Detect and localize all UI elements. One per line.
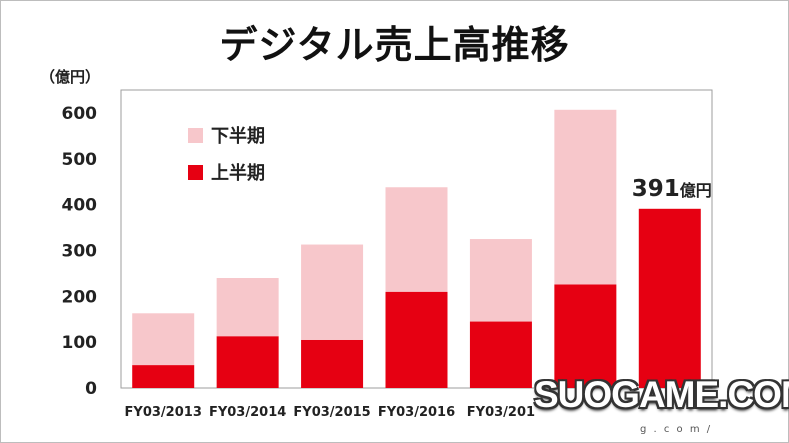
bar-first-half xyxy=(469,321,532,388)
y-tick-label: 300 xyxy=(62,242,98,262)
y-tick-label: 500 xyxy=(62,150,98,170)
x-tick-label: FY03/201 xyxy=(467,405,535,420)
bar-second-half xyxy=(385,187,448,292)
bar-first-half xyxy=(216,336,279,388)
bar-second-half xyxy=(554,109,617,285)
y-tick-label: 100 xyxy=(62,333,98,353)
bar-first-half xyxy=(554,284,617,388)
x-tick-label: FY03/2014 xyxy=(209,405,286,420)
y-axis-unit-label: （億円） xyxy=(40,68,101,86)
y-tick-label: 200 xyxy=(62,287,98,307)
y-tick-label: 600 xyxy=(62,104,98,124)
legend-swatch xyxy=(188,128,203,143)
legend-label: 上半期 xyxy=(211,162,265,184)
legend-label: 下半期 xyxy=(211,125,265,147)
x-tick-label: FY03/2013 xyxy=(125,405,202,420)
data-label-annotation: 391億円 xyxy=(632,176,712,202)
watermark-logo: SUOGAME.COM xyxy=(534,374,789,415)
watermark-subtext: g . c o m / xyxy=(640,424,713,435)
bar-first-half xyxy=(638,208,701,388)
legend-swatch xyxy=(188,165,203,180)
bar-second-half xyxy=(469,239,532,322)
y-tick-label: 400 xyxy=(62,196,98,216)
bar-first-half xyxy=(385,291,448,388)
bar-second-half xyxy=(301,244,364,340)
bar-second-half xyxy=(216,278,279,337)
bar-first-half xyxy=(132,365,195,388)
bar-second-half xyxy=(132,313,195,366)
chart-title: デジタル売上高推移 xyxy=(219,23,570,67)
x-tick-label: FY03/2015 xyxy=(293,405,370,420)
x-tick-label: FY03/2016 xyxy=(378,405,455,420)
bar-first-half xyxy=(301,339,364,388)
y-tick-label: 0 xyxy=(85,379,97,399)
